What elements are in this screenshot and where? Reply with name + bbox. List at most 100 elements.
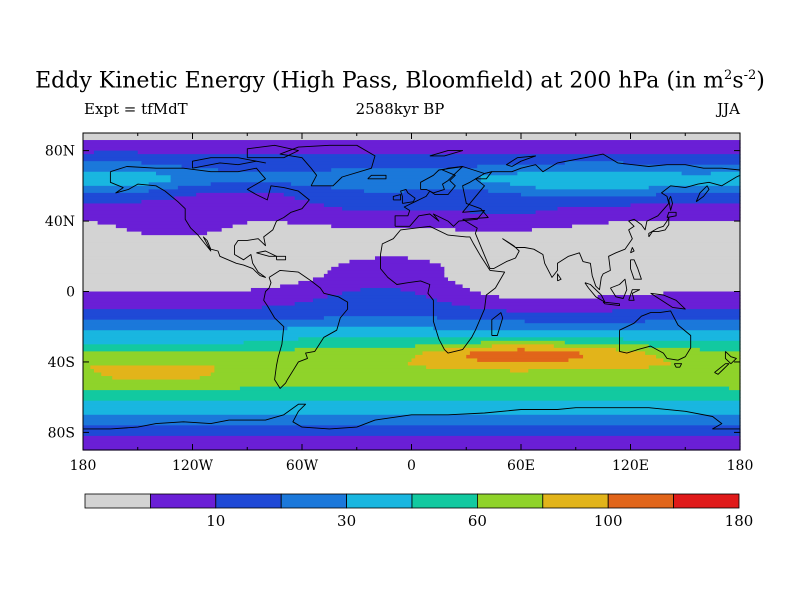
field-cell (415, 291, 482, 296)
field-cell (448, 277, 741, 282)
field-cell (422, 351, 471, 356)
coastline (392, 194, 402, 201)
field-cell (83, 157, 741, 162)
field-cell (83, 397, 741, 402)
coastline (279, 144, 376, 187)
field-cell (126, 228, 223, 233)
field-cell (83, 210, 471, 215)
field-cell (83, 178, 172, 183)
coastline (628, 289, 641, 301)
coastline (505, 155, 537, 167)
field-cell (404, 189, 489, 194)
season-label: JJA (717, 100, 740, 118)
field-cell (141, 231, 208, 236)
field-cell (480, 291, 664, 296)
field-cell (521, 192, 657, 197)
field-cell (331, 266, 445, 271)
field-cell (83, 407, 741, 412)
y-tick-label: 80N (45, 144, 75, 160)
field-cell (83, 266, 332, 271)
field-cell (572, 224, 741, 229)
field-cell (250, 287, 361, 293)
field-cell (407, 256, 741, 261)
field-cell (437, 298, 741, 303)
field-cell (294, 302, 453, 307)
field-cell (280, 284, 464, 289)
colorbar-label: 60 (468, 512, 487, 530)
field-cell (210, 182, 292, 187)
field-cell (83, 305, 263, 310)
field-cell (156, 171, 518, 176)
field-cell (83, 358, 413, 363)
field-cell (83, 295, 329, 300)
field-cell (83, 428, 741, 433)
field-cell (663, 291, 741, 296)
field-cell (97, 221, 248, 226)
field-cell (83, 147, 741, 152)
field-cell (83, 259, 351, 264)
colorbar-box (149, 493, 217, 509)
colorbar-box (673, 493, 740, 509)
field-cell (510, 368, 529, 374)
field-cell (83, 263, 340, 268)
field-cell (469, 210, 537, 215)
field-cell (148, 182, 212, 187)
field-cell (83, 365, 91, 370)
coastlines (83, 144, 741, 430)
field-cell (331, 185, 537, 190)
field-cell (83, 206, 343, 212)
x-tick-label: 0 (407, 458, 416, 474)
field-cell (93, 150, 139, 155)
field-cell (141, 161, 566, 166)
field-cell (364, 189, 405, 194)
field-cell (83, 287, 252, 293)
field-cell (196, 192, 285, 197)
coastline (610, 278, 628, 299)
coastline (83, 403, 740, 430)
field-cell (528, 368, 741, 374)
coastline (557, 273, 562, 282)
coastline (263, 269, 349, 389)
field-cell (83, 189, 150, 194)
x-tick-label: 60W (286, 458, 319, 474)
field-cell (342, 291, 416, 296)
field-cell (90, 365, 215, 370)
field-cell (141, 199, 310, 205)
field-cell (531, 228, 741, 233)
field-cell (214, 368, 511, 374)
field-cell (83, 323, 741, 328)
field-cell (83, 196, 175, 201)
x-tick-label: 180 (70, 458, 97, 474)
field-cell (83, 224, 117, 229)
field-cell (218, 168, 332, 173)
field-cell (83, 291, 343, 296)
field-cell (93, 368, 215, 374)
field-cell (517, 171, 683, 176)
field-cell (83, 372, 102, 377)
coastline (400, 188, 416, 204)
field-cell (499, 295, 599, 300)
field-cell (469, 305, 741, 310)
field-cell (477, 358, 570, 363)
experiment-label: Expt = tfMdT (84, 100, 188, 118)
field-cell (612, 309, 741, 314)
field-cell (214, 365, 427, 370)
field-cell (83, 386, 241, 391)
coastline (714, 363, 730, 375)
field-cell (415, 344, 493, 349)
field-cell (83, 238, 741, 243)
coastline (630, 259, 642, 280)
field-cell (477, 164, 741, 169)
field-cell (323, 273, 445, 279)
field-cell (199, 376, 741, 381)
field-cell (83, 344, 416, 349)
field-cell (83, 245, 741, 250)
field-cell (729, 386, 741, 391)
field-cell (83, 280, 299, 286)
field-cell (506, 309, 613, 314)
field-cell (83, 400, 741, 405)
field-cell (455, 228, 533, 233)
colorbar-label: 10 (206, 512, 225, 530)
field-cell (83, 435, 741, 441)
field-cell (83, 347, 296, 352)
